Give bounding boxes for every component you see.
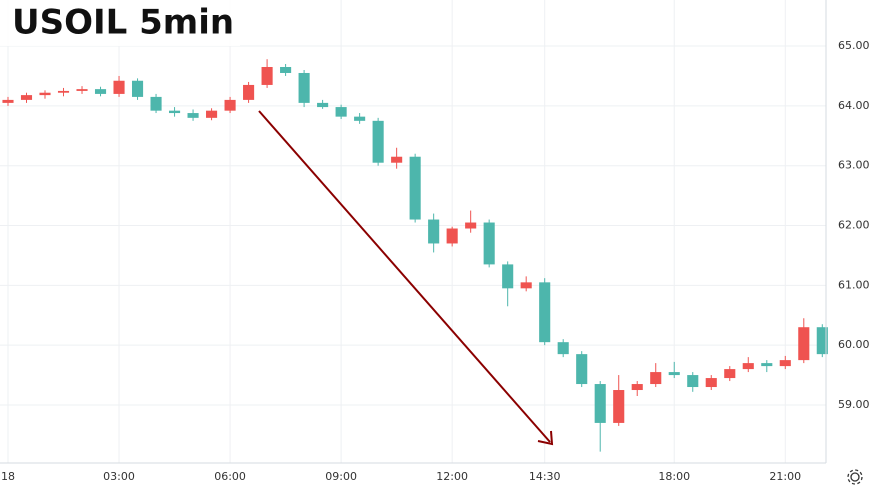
candle-body <box>39 92 51 96</box>
candle-body <box>428 219 440 244</box>
candle-body <box>705 378 717 388</box>
candle-body <box>816 327 828 355</box>
candle-body <box>613 390 625 423</box>
candle-body <box>187 113 199 118</box>
candle-body <box>409 156 421 220</box>
candle-body <box>576 354 588 385</box>
grid <box>0 0 826 463</box>
candle-body <box>131 80 144 97</box>
arrow-line <box>258 110 551 443</box>
arrow-head <box>537 430 554 446</box>
candle-body <box>243 84 255 100</box>
candle-body <box>742 363 754 370</box>
x-tick-label: 09:00 <box>325 470 357 483</box>
candle-body <box>779 360 791 367</box>
candle-body <box>446 228 458 244</box>
trend-arrow <box>258 110 554 446</box>
candle-body <box>372 120 384 163</box>
candle-body <box>57 90 70 93</box>
candle-body <box>391 156 403 163</box>
candle-body <box>169 110 181 114</box>
x-tick-label: 18 <box>1 470 15 483</box>
candle-body <box>502 264 514 289</box>
candle-body <box>280 66 292 73</box>
candle-body <box>631 384 643 391</box>
chart-title: USOIL 5min <box>12 3 234 43</box>
candle-body <box>650 372 662 385</box>
y-tick-label: 65.00 <box>838 39 870 52</box>
candle-body <box>483 222 495 265</box>
y-tick-label: 62.00 <box>838 219 870 232</box>
candle-body <box>224 99 236 111</box>
title-bg <box>0 0 240 46</box>
candle-body <box>261 66 273 85</box>
candle-body <box>150 96 162 111</box>
candle-body <box>335 107 347 117</box>
x-tick-label: 12:00 <box>436 470 468 483</box>
candle-body <box>298 72 310 103</box>
candle-body <box>94 89 107 94</box>
candle-body <box>761 363 773 367</box>
candle-body <box>465 222 477 229</box>
candle-body <box>520 282 532 289</box>
x-tick-label: 18:00 <box>658 470 690 483</box>
candle-body <box>354 116 366 121</box>
y-tick-label: 61.00 <box>838 278 870 291</box>
y-tick-label: 60.00 <box>838 338 870 351</box>
candle-body <box>724 369 736 379</box>
x-tick-label: 06:00 <box>214 470 246 483</box>
y-tick-label: 63.00 <box>838 159 870 172</box>
candle-body <box>206 110 218 118</box>
candle-body <box>668 372 680 376</box>
settings-icon[interactable] <box>847 469 863 485</box>
x-tick-label: 14:30 <box>529 470 561 483</box>
candle-body <box>539 282 551 343</box>
candle-body <box>557 342 569 355</box>
y-tick-label: 64.00 <box>838 99 870 112</box>
candle-body <box>687 375 699 388</box>
candles <box>2 59 828 452</box>
x-tick-label: 21:00 <box>769 470 801 483</box>
y-tick-label: 59.00 <box>838 398 870 411</box>
candle-body <box>798 327 810 361</box>
candle-body <box>317 102 329 108</box>
candle-body <box>594 384 606 423</box>
x-tick-label: 03:00 <box>103 470 135 483</box>
candle-body <box>2 99 14 103</box>
candle-body <box>113 80 125 94</box>
candle-body <box>20 95 33 100</box>
candle-body <box>76 89 88 91</box>
